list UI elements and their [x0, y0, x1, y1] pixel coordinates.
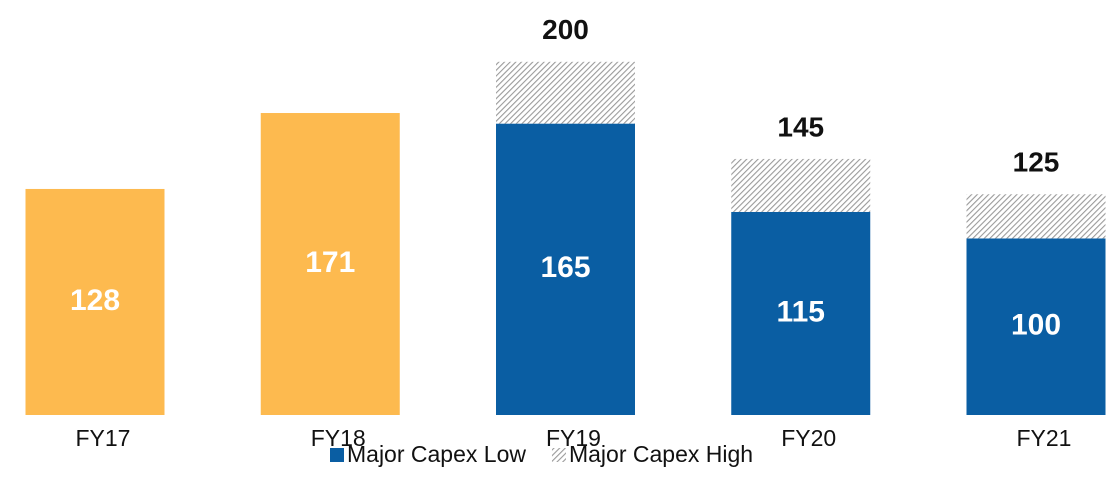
total-label: 145: [777, 111, 824, 142]
value-label: 115: [777, 295, 825, 328]
x-tick-label: FY17: [76, 425, 131, 451]
legend-swatch: [551, 448, 566, 462]
legend-label: Major Capex High: [569, 441, 753, 467]
bar-segment: [25, 188, 165, 415]
total-label: 200: [542, 14, 589, 45]
value-label: 171: [305, 246, 355, 279]
legend-swatch: [330, 448, 344, 462]
bar-segment: [496, 123, 635, 416]
legend-label: Major Capex Low: [347, 441, 526, 467]
bar-segment: [496, 61, 635, 124]
value-label: 128: [70, 284, 120, 317]
bar-segment: [731, 211, 871, 415]
value-label: 100: [1011, 309, 1061, 342]
bar-segment: [966, 194, 1106, 239]
x-tick-label: FY19: [546, 425, 601, 451]
bar-segment: [966, 238, 1106, 415]
x-tick-label: FY20: [781, 425, 836, 451]
bar-segment: [260, 113, 400, 416]
x-tick-label: FY21: [1017, 425, 1072, 451]
bar-segment: [731, 158, 871, 212]
value-label: 165: [540, 251, 590, 284]
total-label: 125: [1013, 147, 1060, 178]
x-tick-label: FY18: [311, 425, 366, 451]
